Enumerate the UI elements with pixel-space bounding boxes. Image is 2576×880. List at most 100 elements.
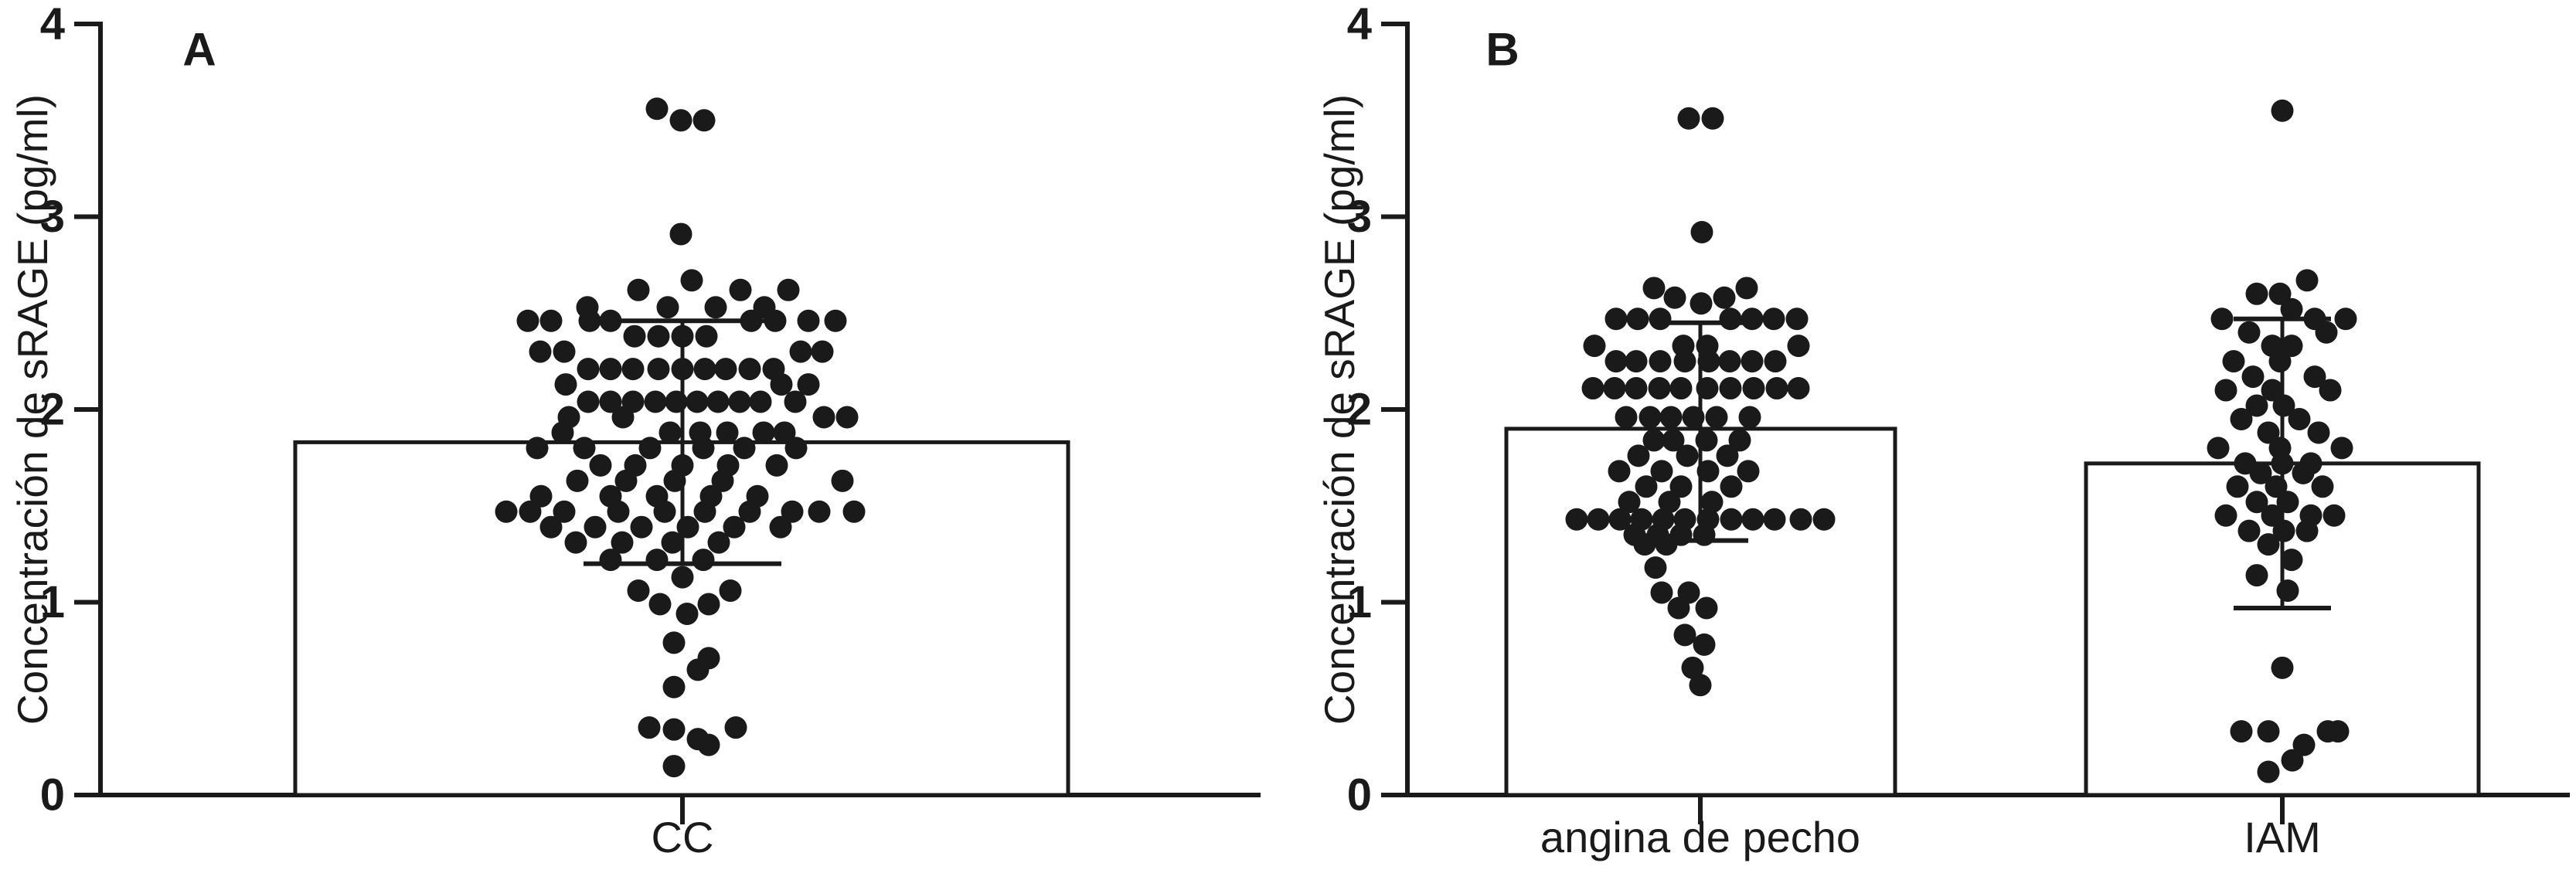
scatter-dot [1650,460,1673,483]
scatter-dot [2326,720,2350,743]
scatter-dot [769,515,792,539]
scatter-dot [2334,307,2357,331]
scatter-dot [2319,379,2342,402]
y-tick-label: 0 [40,770,65,821]
scatter-dot [2268,350,2292,373]
scatter-dot [2245,282,2268,305]
scatter-dot [623,324,646,348]
y-axis-title: Concentración de sRAGE (pg/ml) [9,94,56,725]
scatter-dot [704,296,727,319]
scatter-dot [2214,379,2237,402]
panel-label: A [182,24,216,76]
scatter-dot [638,437,662,460]
scatter-dot [686,658,710,681]
y-tick-label: 1 [1347,577,1372,627]
scatter-dot [519,500,542,523]
scatter-dot [599,358,622,381]
scatter-dot [777,278,800,301]
scatter-dot [671,324,694,348]
scatter-dot [1742,377,1765,400]
scatter-dot [2245,564,2268,587]
scatter-dot [1682,406,1705,429]
scatter-dot [764,309,787,332]
scatter-dot [1650,581,1673,604]
scatter-dot [1738,406,1761,429]
scatter-dot [835,406,859,429]
scatter-dot [711,469,734,492]
scatter-dot [752,421,775,444]
scatter-dot [724,716,747,739]
scatter-dot [1718,350,1741,373]
scatter-dot [1659,406,1683,429]
scatter-dot [669,109,692,132]
scatter-dot [551,421,574,444]
scatter-dot [554,373,577,396]
category-label: CC [652,813,714,861]
scatter-dot [661,531,684,554]
scatter-dot [2276,579,2299,603]
scatter-dot [1689,674,1712,697]
scatter-dot [675,602,699,625]
scatter-dot [2330,437,2353,460]
scatter-dot [2271,452,2294,475]
scatter-dot [647,358,670,381]
scatter-dot [599,390,622,413]
scatter-dot [1633,533,1656,556]
scatter-dot [2281,749,2304,772]
scatter-dot [831,469,854,492]
scatter-dot [584,515,607,539]
scatter-dot [2280,335,2303,358]
scatter-dot [738,358,761,381]
scatter-dot [1625,377,1648,400]
scatter-dot [1618,491,1641,514]
scatter-dot [2245,491,2268,514]
scatter-dot [686,390,709,413]
scatter-dot [564,531,587,554]
scatter-dot [577,358,600,381]
scatter-dot [671,566,694,589]
scatter-dot [1648,377,1671,400]
scatter-dot [627,278,650,301]
scatter-dot [1741,307,1764,331]
scatter-dot [1644,556,1667,579]
scatter-dot [2241,365,2265,389]
scatter-dot [495,500,518,523]
scatter-dot [662,675,686,698]
scatter-dot [2230,407,2253,430]
scatter-dot [733,437,756,460]
scatter-dot [1604,307,1628,331]
scatter-dot [2307,421,2330,444]
scatter-dot [2272,519,2295,542]
scatter-dot [663,469,686,492]
scatter-dot [665,390,688,413]
scatter-dot [526,437,549,460]
scatter-dot [697,733,720,756]
y-tick-label: 0 [1347,770,1372,821]
scatter-dot [662,631,686,654]
scatter-dot [811,340,834,363]
scatter-dot [1649,307,1672,331]
scatter-dot [1764,350,1787,373]
scatter-dot [2271,99,2294,122]
scatter-dot [680,269,703,292]
scatter-dot [765,454,788,477]
scatter-dot [2226,475,2249,498]
y-tick-label: 4 [40,0,65,49]
scatter-dot [656,296,679,319]
scatter-dot [1787,335,1810,358]
scatter-dot [2272,394,2295,417]
scatter-dot [1705,406,1728,429]
scatter-dot [723,515,746,539]
scatter-dot [669,223,692,246]
scatter-dot [842,500,866,523]
scatter-dot [1669,377,1693,400]
scatter-dot [2214,504,2237,527]
scatter-dot [784,437,808,460]
scatter-dot [695,324,718,348]
scatter-dot [1787,377,1810,400]
scatter-dot [1690,220,1713,243]
scatter-dot [749,390,772,413]
y-tick-label: 2 [40,385,65,435]
